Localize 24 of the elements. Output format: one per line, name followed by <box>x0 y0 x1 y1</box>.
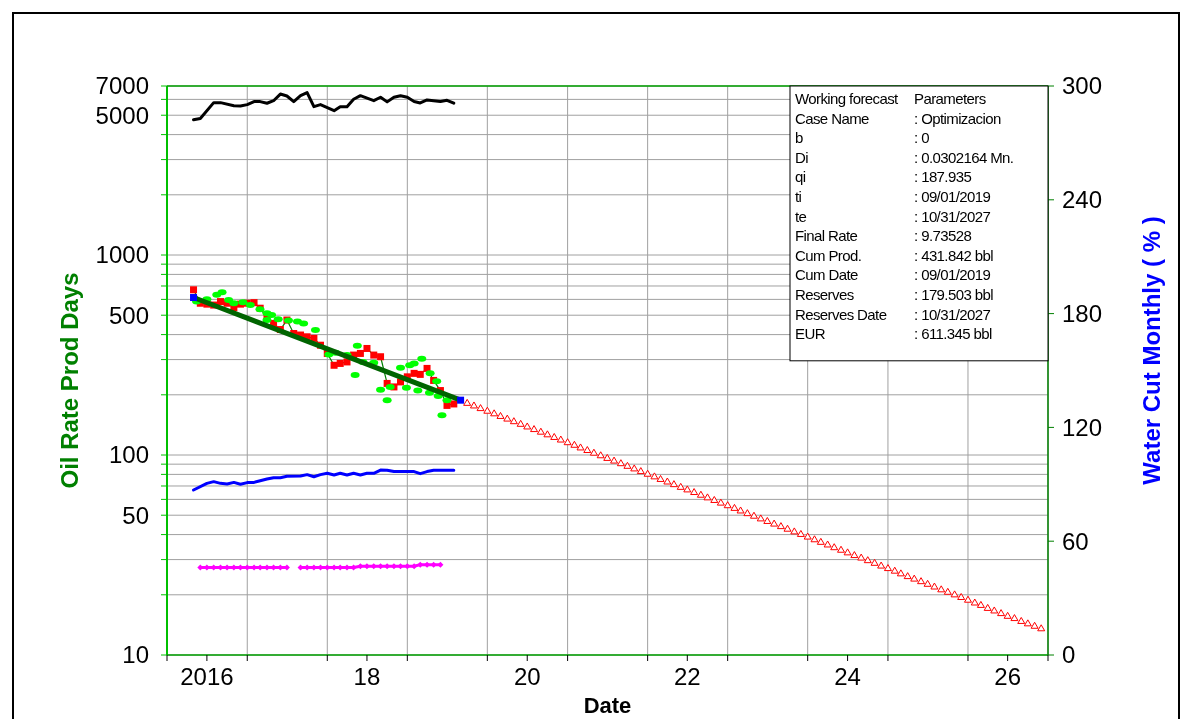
annotation: Working forecast Parameters <box>795 90 986 107</box>
y-tick-label: 10 <box>122 641 149 669</box>
x-axis-title: Date <box>583 693 632 718</box>
y-tick-label: 100 <box>108 441 149 469</box>
x-tick-label: 2016 <box>180 663 234 690</box>
y2-tick-label: 300 <box>1062 72 1103 100</box>
y-tick-label: 50 <box>122 501 149 529</box>
parameter-table: Working forecast Parameters Case Name : Optimizacion b : 0 Di : 0.0302164 Mn. qi : 187.935 ti : 09/01/2019 te : 10/31/2027 Final Rate : 9.73528 Cum Prod. : 431.842 bbl Cum Date : 09/01/2019 Reserves : 179.503 bbl Reserves Date : 10/31/2027 EUR : 611.345 bbl <box>789 85 1049 362</box>
y-tick-label: 1000 <box>95 241 149 269</box>
y-tick-label: 5000 <box>95 101 149 129</box>
x-tick-label: 18 <box>353 663 381 690</box>
y2-tick-label: 120 <box>1062 413 1103 441</box>
y2-tick-label: 240 <box>1062 186 1103 214</box>
y-axis-title: Oil Rate Prod Days <box>56 272 83 489</box>
y2-tick-label: 180 <box>1062 300 1103 327</box>
x-tick-label: 20 <box>513 663 541 690</box>
y-tick-label: 500 <box>108 301 149 329</box>
y2-tick-label: 0 <box>1062 641 1076 669</box>
x-tick-label: 24 <box>834 663 861 690</box>
x-tick-label: 22 <box>673 663 701 690</box>
y2-axis-title: Water Cut Monthly ( % ) <box>1138 216 1165 485</box>
x-tick-label: 26 <box>994 663 1022 690</box>
y2-tick-label: 60 <box>1062 527 1089 555</box>
y-tick-label: 7000 <box>95 72 149 100</box>
